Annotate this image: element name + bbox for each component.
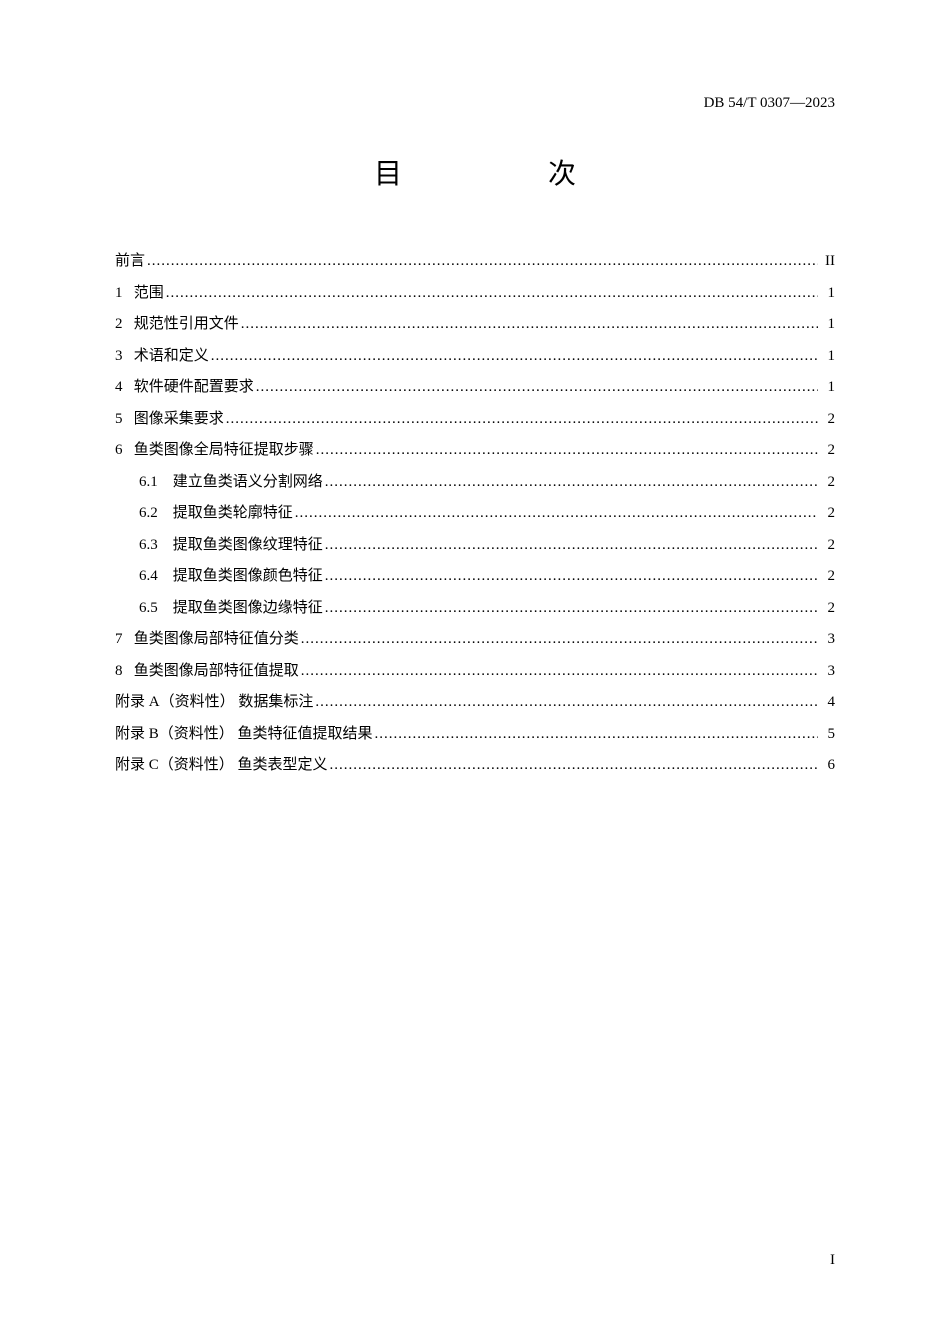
toc-entry: 2 规范性引用文件 1 <box>115 310 835 339</box>
toc-dots <box>226 405 818 434</box>
toc-page: 2 <box>820 562 835 591</box>
toc-page: 1 <box>820 310 835 339</box>
toc-dots <box>301 625 818 654</box>
toc-page: 1 <box>820 373 835 402</box>
toc-label: 6.3 提取鱼类图像纹理特征 <box>139 531 323 560</box>
toc-entry: 6.4 提取鱼类图像颜色特征 2 <box>115 562 835 591</box>
toc-entry: 3 术语和定义 1 <box>115 342 835 371</box>
toc-label: 6.4 提取鱼类图像颜色特征 <box>139 562 323 591</box>
toc-page: 2 <box>820 436 835 465</box>
toc-label: 附录 C（资料性） 鱼类表型定义 <box>115 751 328 780</box>
toc-label: 6.5 提取鱼类图像边缘特征 <box>139 594 323 623</box>
toc-dots <box>211 342 818 371</box>
toc-entry: 6 鱼类图像全局特征提取步骤 2 <box>115 436 835 465</box>
toc-label: 4 软件硬件配置要求 <box>115 373 254 402</box>
toc-dots <box>316 436 818 465</box>
toc-entry: 7 鱼类图像局部特征值分类 3 <box>115 625 835 654</box>
toc-label: 附录 B（资料性） 鱼类特征值提取结果 <box>115 720 373 749</box>
toc-label: 7 鱼类图像局部特征值分类 <box>115 625 299 654</box>
toc-label: 6.1 建立鱼类语义分割网络 <box>139 468 323 497</box>
toc-page: 5 <box>820 720 835 749</box>
toc-title: 目 次 <box>115 152 835 192</box>
toc-dots <box>166 279 818 308</box>
toc-dots <box>325 531 818 560</box>
toc-dots <box>315 688 818 717</box>
toc-entry: 附录 B（资料性） 鱼类特征值提取结果 5 <box>115 720 835 749</box>
table-of-contents: 前言 II 1 范围 1 2 规范性引用文件 1 3 术语和定义 1 4 软件硬… <box>115 247 835 780</box>
toc-page: 3 <box>820 625 835 654</box>
toc-page: 2 <box>820 531 835 560</box>
toc-label: 8 鱼类图像局部特征值提取 <box>115 657 299 686</box>
toc-entry: 6.3 提取鱼类图像纹理特征 2 <box>115 531 835 560</box>
toc-dots <box>325 594 818 623</box>
toc-dots <box>256 373 818 402</box>
toc-dots <box>295 499 818 528</box>
toc-entry: 6.1 建立鱼类语义分割网络 2 <box>115 468 835 497</box>
toc-dots <box>325 562 818 591</box>
toc-entry: 6.5 提取鱼类图像边缘特征 2 <box>115 594 835 623</box>
toc-page: 2 <box>820 594 835 623</box>
toc-label: 2 规范性引用文件 <box>115 310 239 339</box>
toc-page: 6 <box>820 751 835 780</box>
toc-label: 6 鱼类图像全局特征提取步骤 <box>115 436 314 465</box>
toc-dots <box>330 751 818 780</box>
toc-label: 5 图像采集要求 <box>115 405 224 434</box>
toc-page: 1 <box>820 279 835 308</box>
toc-label: 附录 A（资料性） 数据集标注 <box>115 688 313 717</box>
toc-page: 2 <box>820 468 835 497</box>
toc-label: 前言 <box>115 247 145 276</box>
toc-page: 1 <box>820 342 835 371</box>
document-number: DB 54/T 0307—2023 <box>115 95 835 112</box>
toc-page: 2 <box>820 499 835 528</box>
toc-label: 6.2 提取鱼类轮廓特征 <box>139 499 293 528</box>
toc-page: 4 <box>820 688 835 717</box>
toc-entry: 附录 A（资料性） 数据集标注 4 <box>115 688 835 717</box>
toc-dots <box>241 310 818 339</box>
toc-entry: 附录 C（资料性） 鱼类表型定义 6 <box>115 751 835 780</box>
toc-page: 2 <box>820 405 835 434</box>
toc-dots <box>325 468 818 497</box>
toc-page: 3 <box>820 657 835 686</box>
document-page: DB 54/T 0307—2023 目 次 前言 II 1 范围 1 2 规范性… <box>0 0 950 780</box>
page-number: I <box>830 1252 835 1269</box>
toc-entry: 5 图像采集要求 2 <box>115 405 835 434</box>
toc-entry: 6.2 提取鱼类轮廓特征 2 <box>115 499 835 528</box>
toc-dots <box>375 720 818 749</box>
toc-label: 3 术语和定义 <box>115 342 209 371</box>
toc-entry: 前言 II <box>115 247 835 276</box>
toc-entry: 8 鱼类图像局部特征值提取 3 <box>115 657 835 686</box>
toc-dots <box>301 657 818 686</box>
toc-dots <box>147 247 818 276</box>
toc-entry: 1 范围 1 <box>115 279 835 308</box>
toc-page: II <box>820 247 835 276</box>
toc-entry: 4 软件硬件配置要求 1 <box>115 373 835 402</box>
toc-label: 1 范围 <box>115 279 164 308</box>
